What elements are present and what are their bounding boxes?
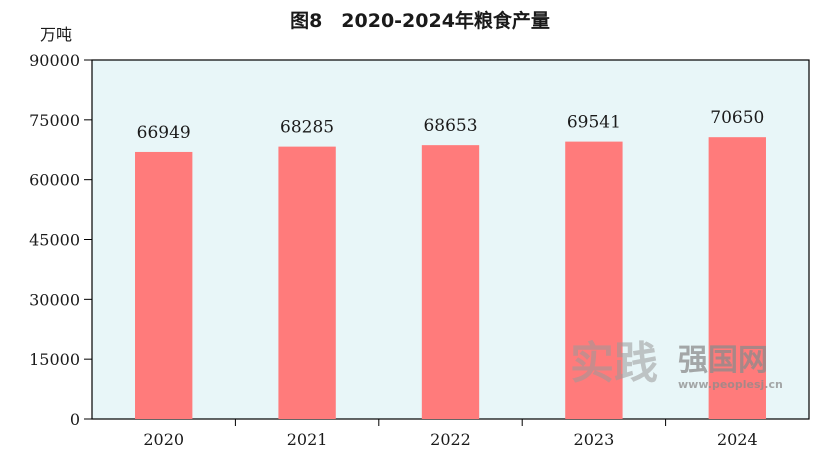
x-tick-label: 2023 [574, 430, 615, 449]
watermark-url: www.peoplesj.cn [678, 378, 783, 391]
y-tick-label: 30000 [29, 290, 80, 309]
x-tick-label: 2020 [143, 430, 184, 449]
y-axis-unit-label: 万吨 [40, 25, 72, 44]
x-axis: 2020 2021 2022 2023 2024 [143, 419, 758, 449]
y-tick-label: 45000 [29, 231, 80, 250]
y-tick-label: 60000 [29, 171, 80, 190]
bar-value-label: 68653 [423, 116, 477, 136]
bar [565, 141, 623, 419]
bar-value-label: 68285 [280, 118, 334, 138]
bar-value-label: 69541 [567, 113, 621, 133]
y-tick-label: 15000 [29, 350, 80, 369]
y-tick-label: 90000 [29, 51, 80, 70]
x-tick-label: 2021 [287, 430, 328, 449]
bar [135, 151, 193, 419]
watermark-text: 强国网 [678, 343, 768, 378]
bar [278, 146, 336, 420]
watermark: 实践 强国网 www.peoplesj.cn [570, 338, 783, 391]
x-tick-label: 2022 [430, 430, 471, 449]
watermark-brush-text: 实践 [570, 338, 658, 389]
bar [708, 137, 766, 419]
bar [421, 145, 480, 419]
bar-series [135, 137, 766, 420]
chart-title: 图8 2020-2024年粮食产量 [290, 9, 550, 32]
y-tick-label: 0 [70, 410, 80, 429]
bar-value-label: 70650 [710, 108, 764, 128]
bar-value-label: 66949 [137, 123, 191, 143]
x-tick-label: 2024 [717, 430, 758, 449]
data-labels: 66949 68285 68653 69541 70650 [137, 108, 765, 143]
y-axis: 0 15000 30000 45000 60000 75000 90000 [29, 51, 92, 429]
y-tick-label: 75000 [29, 111, 80, 130]
